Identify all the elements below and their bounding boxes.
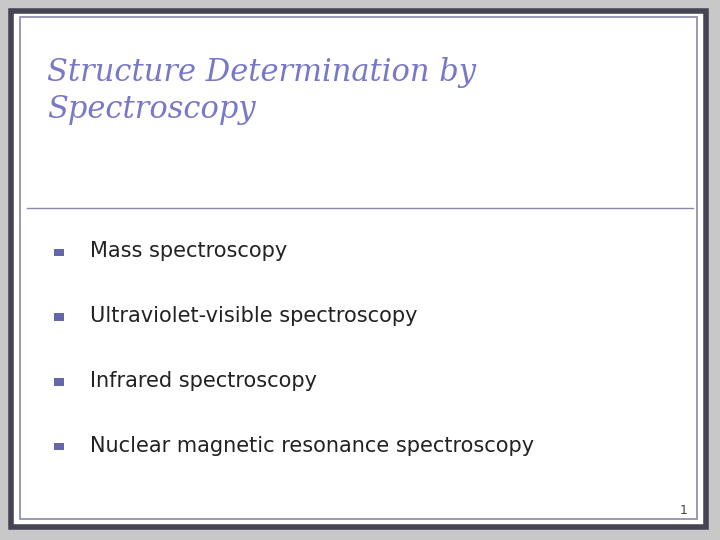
Text: Infrared spectroscopy: Infrared spectroscopy bbox=[90, 370, 317, 391]
Text: 1: 1 bbox=[680, 504, 688, 517]
FancyBboxPatch shape bbox=[54, 248, 63, 256]
FancyBboxPatch shape bbox=[11, 11, 706, 526]
FancyBboxPatch shape bbox=[54, 378, 63, 386]
Text: Mass spectroscopy: Mass spectroscopy bbox=[90, 241, 287, 261]
Text: Nuclear magnetic resonance spectroscopy: Nuclear magnetic resonance spectroscopy bbox=[90, 435, 534, 456]
Text: Structure Determination by
Spectroscopy: Structure Determination by Spectroscopy bbox=[47, 57, 476, 125]
FancyBboxPatch shape bbox=[54, 313, 63, 321]
FancyBboxPatch shape bbox=[54, 443, 63, 450]
Text: Ultraviolet-visible spectroscopy: Ultraviolet-visible spectroscopy bbox=[90, 306, 418, 326]
